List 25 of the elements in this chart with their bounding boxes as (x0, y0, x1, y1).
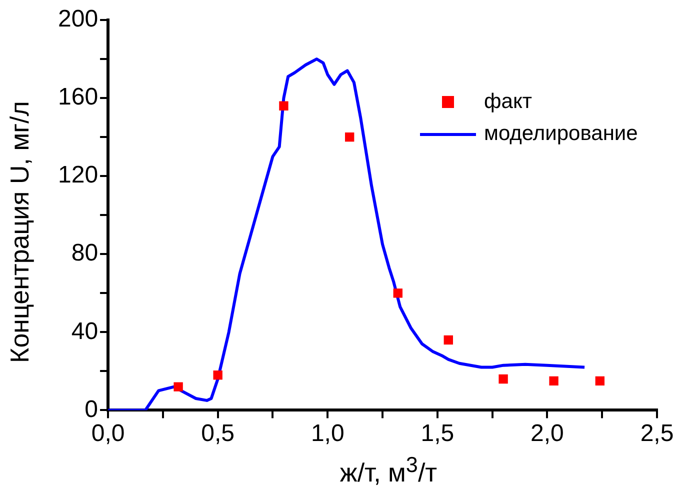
y-tick-label: 0 (84, 396, 98, 423)
point (213, 370, 222, 380)
legend-label: факт (484, 90, 532, 114)
y-tick-label: 160 (58, 84, 98, 111)
point (444, 335, 453, 345)
x-tick-label: 2,5 (640, 420, 674, 448)
legend-label: моделирование (484, 122, 638, 146)
point (279, 101, 288, 110)
y-tick-label: 40 (71, 318, 98, 345)
y-tick-label: 80 (71, 240, 98, 267)
point (393, 288, 402, 298)
point (174, 382, 183, 392)
point (344, 132, 354, 142)
x-tick-label: 2,0 (530, 420, 564, 448)
point (595, 376, 605, 386)
x-axis-title: ж/т, м$^{3}$/т (338, 452, 438, 489)
point (549, 376, 558, 386)
x-tick-label: 1,0 (310, 420, 344, 448)
x-tick-label: 0,5 (201, 420, 235, 448)
point (498, 374, 508, 384)
y-tick-label: 120 (58, 162, 98, 189)
x-tick-label: 0,0 (91, 420, 125, 448)
y-tick-label: 200 (58, 6, 98, 33)
x-tick-label: 1,5 (420, 420, 454, 448)
y-axis-title: Концентрация U, мг/л (4, 101, 36, 363)
